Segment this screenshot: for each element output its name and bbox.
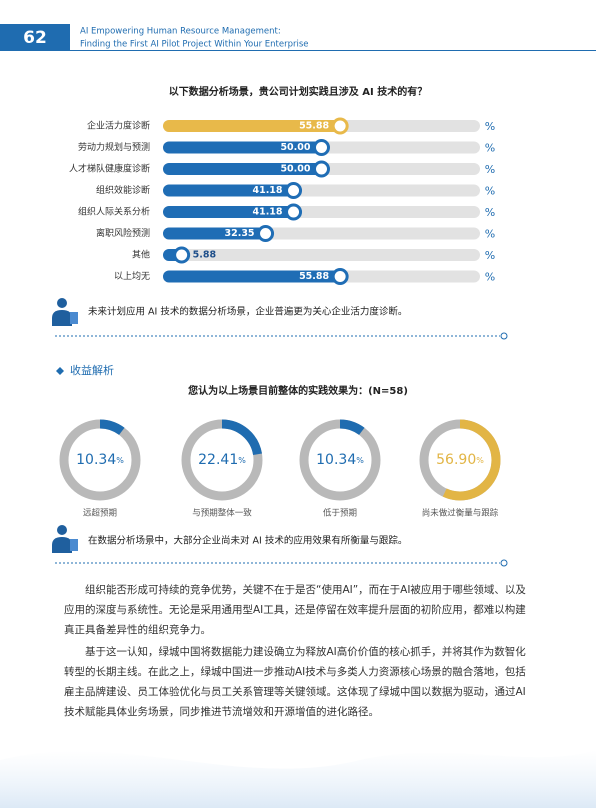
category-label: 劳动力规划与预测 [78,141,150,153]
category-label: 尚未做过衡量与跟踪 [422,508,499,519]
value-label: 55.88 [299,271,329,282]
unit-label: % [485,206,495,219]
unit-label: % [485,142,495,155]
note-icon [52,525,78,553]
bar-end-marker [285,182,303,199]
category-label: 离职风险预测 [96,227,150,239]
unit-label: % [485,163,495,176]
divider-end [500,332,508,340]
section-title: 收益解析 [70,363,114,377]
value-label: 32.35 [224,228,254,239]
bar [163,206,294,218]
header-title: AI Empowering Human Resource Management: [80,27,281,37]
bar-end-marker [257,225,275,242]
unit-label: % [238,456,246,465]
section-bullet [56,367,64,375]
bar-track [163,249,480,261]
category-label: 组织效能诊断 [96,184,150,196]
divider-end [500,559,508,567]
paragraph: 组织能否形成可持续的竞争优势，关键不在于是否“使用AI”，而在于AI被应用于哪些… [64,584,526,636]
bar [163,120,341,132]
unit-label: % [485,271,495,284]
value-label: 10.34 [316,452,356,468]
page-number: 62 [23,28,47,48]
value-label: 50.00 [280,142,310,153]
bar [163,227,266,240]
paragraph: 基于这一认知，绿城中国将数据能力建设确立为释放AI高价价值的核心抓手，并将其作为… [64,646,526,718]
footer-wave [0,750,596,808]
value-label: 41.18 [252,185,282,196]
donut-arc [299,419,381,501]
category-label: 以上均无 [114,270,150,282]
value-label: 41.18 [252,207,282,218]
note-icon [52,298,78,326]
note: 在数据分析场景中，大部分企业尚未对 AI 技术的应用效果有所衡量与跟踪。 [88,535,407,547]
value-label: 5.88 [193,250,217,261]
value-label: 50.00 [280,164,310,175]
chart-title: 您认为以上场景目前整体的实践效果为：(N=58) [188,384,408,397]
value-label: 56.90 [436,452,476,468]
header-title: Finding the First AI Pilot Project Withi… [80,40,309,50]
unit-label: % [116,456,124,465]
bar [163,163,322,175]
bar-end-marker [331,117,349,135]
bar-end-marker [313,139,330,156]
bar [163,184,294,197]
category-label: 组织人际关系分析 [78,206,150,218]
note: 未来计划应用 AI 技术的数据分析场景，企业普遍更为关心企业活力度诊断。 [88,306,407,318]
donut-arc [419,419,501,501]
bar-end-marker [313,160,330,178]
category-label: 低于预期 [323,508,357,519]
unit-label: % [485,120,495,133]
donut-arc [59,419,141,501]
page-number-box [0,24,70,51]
unit-label: % [485,249,495,262]
category-label: 企业活力度诊断 [87,120,150,132]
value-label-group: 10.34% [316,452,364,468]
donut-arc [181,419,263,501]
value-label: 55.88 [299,121,329,132]
category-label: 其他 [132,249,150,261]
category-label: 远超预期 [83,508,117,519]
bar [163,141,322,154]
value-label-group: 10.34% [76,452,124,468]
value-label-group: 22.41% [198,452,246,468]
category-label: 人才梯队健康度诊断 [69,163,150,175]
category-label: 与预期整体一致 [192,508,252,519]
unit-label: % [485,185,495,198]
value-label: 22.41 [198,452,238,468]
value-label: 10.34 [76,452,116,468]
unit-label: % [485,228,495,241]
unit-label: % [356,456,364,465]
bar [163,270,341,283]
value-label-group: 56.90% [436,452,484,468]
unit-label: % [476,456,484,465]
bar-end-marker [173,246,191,264]
bar-end-marker [331,268,349,285]
chart-title: 以下数据分析场景，贵公司计划实践且涉及 AI 技术的有？ [169,85,427,98]
bar-end-marker [285,203,303,221]
